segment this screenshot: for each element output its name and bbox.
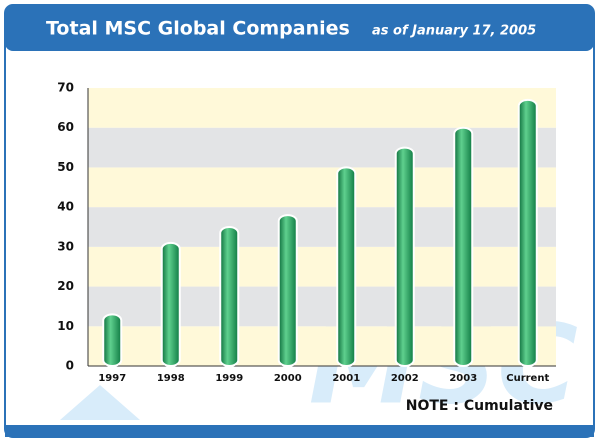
x-tick-label: 2000: [274, 373, 302, 384]
grid-band: [88, 246, 556, 287]
y-tick-label: 40: [57, 200, 74, 214]
x-tick-label: Current: [506, 373, 549, 384]
bar: [102, 313, 123, 367]
bar: [517, 98, 538, 368]
grid-band: [88, 127, 556, 168]
bar: [277, 214, 298, 367]
y-tick-label: 70: [57, 81, 74, 95]
x-tick-label: 1997: [98, 373, 126, 384]
x-tick-label: 1998: [157, 373, 185, 384]
chart-subtitle: as of January 17, 2005: [372, 24, 536, 39]
footer-bar: [5, 425, 594, 437]
note: NOTE : Cumulative: [406, 398, 553, 414]
y-tick-label: 10: [57, 319, 74, 333]
bar: [453, 126, 474, 368]
y-tick-label: 30: [57, 239, 74, 253]
x-tick-label: 2002: [391, 373, 419, 384]
bar: [219, 226, 240, 367]
y-tick-label: 60: [57, 120, 74, 134]
y-tick-label: 50: [57, 160, 74, 174]
bar: [160, 241, 181, 367]
logo-shape: [60, 385, 140, 420]
y-tick-label: 0: [66, 359, 74, 373]
bar: [336, 166, 357, 367]
grid-band: [88, 286, 556, 327]
grid-band: [88, 326, 556, 366]
chart-title: Total MSC Global Companies: [46, 18, 350, 40]
x-tick-label: 1999: [215, 373, 243, 384]
header-bar: [5, 5, 594, 51]
bar: [394, 146, 415, 367]
x-tick-label: 2001: [332, 373, 360, 384]
y-tick-label: 20: [57, 279, 74, 293]
grid-band: [88, 88, 556, 128]
x-tick-label: 2003: [449, 373, 477, 384]
grid-band: [88, 207, 556, 247]
grid-band: [88, 167, 556, 208]
